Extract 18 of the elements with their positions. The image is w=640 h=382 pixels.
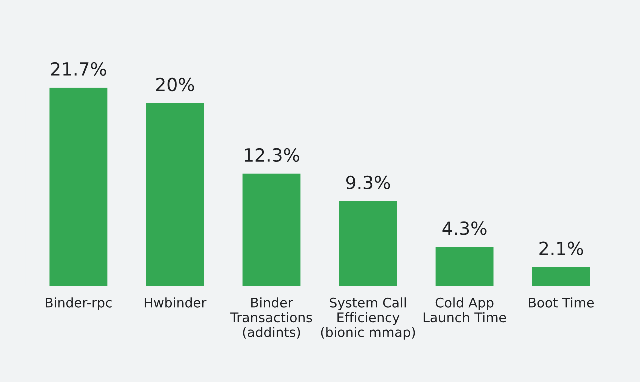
data-label: 20% (156, 78, 194, 92)
x-tick-label: System Call Efficiency (bionic mmap) (321, 298, 416, 340)
data-label: 2.1% (540, 242, 584, 256)
x-tick-label: Hwbinder (144, 298, 207, 308)
x-tick-label: Cold App Launch Time (424, 298, 506, 323)
bar (146, 103, 204, 286)
data-label: 9.3% (346, 176, 390, 190)
bar (532, 267, 590, 286)
bar (242, 174, 301, 286)
x-tick-label: Binder-rpc (46, 298, 112, 310)
bar (339, 201, 398, 286)
x-tick-label: Boot Time (529, 298, 594, 308)
data-label: 21.7% (51, 62, 106, 76)
bar (50, 88, 108, 286)
data-label: 12.3% (245, 148, 300, 162)
bar (436, 247, 494, 286)
data-label: 4.3% (442, 222, 487, 236)
x-tick-label: Binder Transactions (addints) (230, 298, 312, 339)
